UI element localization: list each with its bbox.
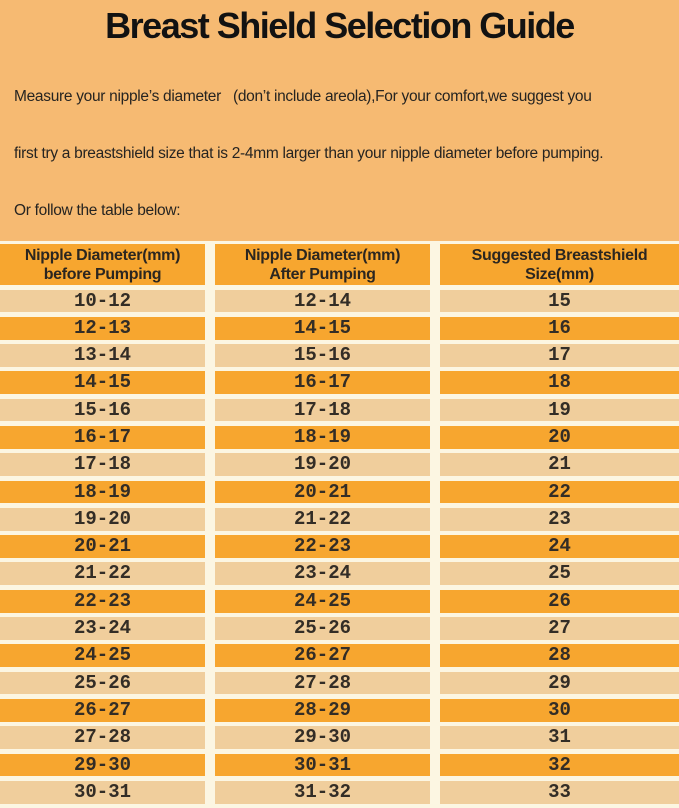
cell-suggested-size: 30 bbox=[440, 698, 679, 722]
cell-diameter-after-pumping: 17-18 bbox=[215, 398, 430, 422]
header-line: before Pumping bbox=[43, 265, 162, 283]
cell-suggested-size: 32 bbox=[440, 753, 679, 777]
cell-suggested-size: 26 bbox=[440, 589, 679, 613]
cell-diameter-before-pumping: 26-27 bbox=[0, 698, 205, 722]
cell-diameter-before-pumping: 16-17 bbox=[0, 425, 205, 449]
cell-diameter-after-pumping: 16-17 bbox=[215, 371, 430, 395]
cell-diameter-before-pumping: 21-22 bbox=[0, 562, 205, 586]
intro-line-1: Measure your nipple’s diameter (don’t in… bbox=[14, 88, 592, 105]
cell-diameter-before-pumping: 20-21 bbox=[0, 535, 205, 558]
cell-diameter-after-pumping: 21-22 bbox=[215, 507, 430, 531]
header-line: Nipple Diameter(mm) bbox=[24, 246, 181, 264]
cell-diameter-after-pumping: 20-21 bbox=[215, 480, 430, 504]
cell-diameter-after-pumping: 12-14 bbox=[215, 289, 430, 313]
cell-diameter-before-pumping: 19-20 bbox=[0, 507, 205, 531]
cell-diameter-before-pumping: 23-24 bbox=[0, 617, 205, 640]
cell-diameter-after-pumping: 19-20 bbox=[215, 453, 430, 477]
cell-suggested-size: 21 bbox=[440, 453, 679, 477]
cell-suggested-size: 33 bbox=[440, 780, 679, 804]
cell-suggested-size: 31 bbox=[440, 726, 679, 750]
cell-suggested-size: 19 bbox=[440, 398, 679, 422]
cell-diameter-before-pumping: 29-30 bbox=[0, 753, 205, 777]
cell-diameter-before-pumping: 27-28 bbox=[0, 726, 205, 750]
cell-diameter-after-pumping: 31-32 bbox=[215, 780, 430, 804]
cell-suggested-size: 28 bbox=[440, 644, 679, 668]
cell-diameter-after-pumping: 30-31 bbox=[215, 753, 430, 777]
cell-diameter-after-pumping: 24-25 bbox=[215, 589, 430, 613]
cell-suggested-size: 22 bbox=[440, 480, 679, 504]
cell-diameter-before-pumping: 25-26 bbox=[0, 671, 205, 695]
cell-diameter-after-pumping: 27-28 bbox=[215, 671, 430, 695]
cell-diameter-after-pumping: 29-30 bbox=[215, 726, 430, 750]
cell-suggested-size: 16 bbox=[440, 316, 679, 340]
cell-diameter-before-pumping: 18-19 bbox=[0, 480, 205, 504]
header-suggested-size: Suggested Breastshield Size(mm) bbox=[440, 244, 679, 285]
header-line: Suggested Breastshield bbox=[471, 246, 648, 264]
intro-line-2: first try a breastshield size that is 2-… bbox=[14, 145, 604, 162]
cell-diameter-after-pumping: 28-29 bbox=[215, 698, 430, 722]
cell-diameter-before-pumping: 24-25 bbox=[0, 644, 205, 668]
cell-diameter-before-pumping: 17-18 bbox=[0, 453, 205, 477]
cell-diameter-after-pumping: 23-24 bbox=[215, 562, 430, 586]
cell-suggested-size: 27 bbox=[440, 617, 679, 640]
cell-suggested-size: 24 bbox=[440, 535, 679, 558]
cell-suggested-size: 25 bbox=[440, 562, 679, 586]
cell-diameter-after-pumping: 18-19 bbox=[215, 425, 430, 449]
cell-diameter-before-pumping: 10-12 bbox=[0, 289, 205, 313]
cell-diameter-after-pumping: 15-16 bbox=[215, 344, 430, 367]
cell-diameter-before-pumping: 12-13 bbox=[0, 316, 205, 340]
header-diameter-after-pumping: Nipple Diameter(mm) After Pumping bbox=[215, 244, 430, 285]
intro-line-3: Or follow the table below: bbox=[14, 202, 181, 219]
cell-suggested-size: 17 bbox=[440, 344, 679, 367]
cell-suggested-size: 15 bbox=[440, 289, 679, 313]
selection-table: Nipple Diameter(mm) before Pumping Nippl… bbox=[0, 241, 679, 808]
cell-diameter-before-pumping: 30-31 bbox=[0, 780, 205, 804]
cell-diameter-after-pumping: 26-27 bbox=[215, 644, 430, 668]
page-title: Breast Shield Selection Guide bbox=[105, 5, 575, 46]
header-diameter-before-pumping: Nipple Diameter(mm) before Pumping bbox=[0, 244, 205, 285]
cell-suggested-size: 29 bbox=[440, 671, 679, 695]
cell-diameter-before-pumping: 14-15 bbox=[0, 371, 205, 395]
cell-diameter-after-pumping: 14-15 bbox=[215, 316, 430, 340]
cell-diameter-after-pumping: 22-23 bbox=[215, 535, 430, 558]
cell-diameter-after-pumping: 25-26 bbox=[215, 617, 430, 640]
header-line: Nipple Diameter(mm) bbox=[244, 246, 401, 264]
cell-suggested-size: 23 bbox=[440, 507, 679, 531]
intro-text: Measure your nipple’s diameter (don’t in… bbox=[14, 49, 679, 239]
cell-suggested-size: 18 bbox=[440, 371, 679, 395]
header-line: Size(mm) bbox=[525, 265, 594, 283]
cell-suggested-size: 20 bbox=[440, 425, 679, 449]
cell-diameter-before-pumping: 22-23 bbox=[0, 589, 205, 613]
header-line: After Pumping bbox=[269, 265, 376, 283]
cell-diameter-before-pumping: 15-16 bbox=[0, 398, 205, 422]
cell-diameter-before-pumping: 13-14 bbox=[0, 344, 205, 367]
